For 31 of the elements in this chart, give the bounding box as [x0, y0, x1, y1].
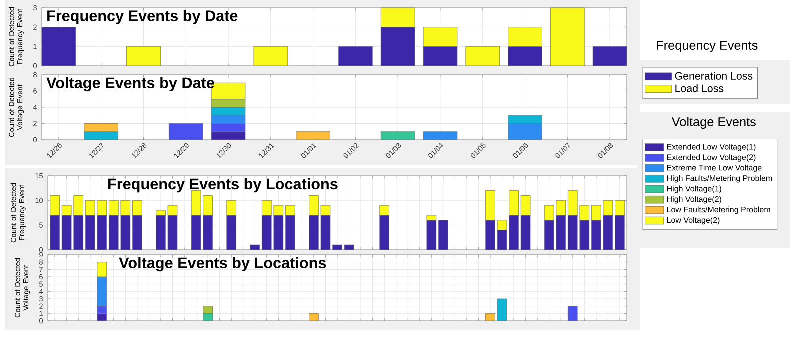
legend-label: High Voltage(2): [667, 196, 722, 204]
bar: [438, 220, 448, 250]
chart-title: Frequency Events by Date: [48, 10, 238, 24]
legend-label: Generation Loss: [675, 72, 753, 80]
bar: [296, 132, 330, 140]
chart-title: Frequency Events by Locations: [108, 178, 338, 193]
chart-title: Voltage Events by Locations: [119, 257, 326, 272]
legend-label: Low Faults/Metering Problem: [667, 206, 770, 214]
legend-label: Extreme Time Low Voltage: [667, 164, 762, 172]
legend-title: Voltage Events: [672, 117, 756, 130]
legend-label: High Faults/Metering Problem: [667, 175, 772, 183]
bar: [254, 46, 288, 66]
bar: [380, 132, 416, 140]
bar: [42, 27, 76, 66]
bar: [338, 46, 373, 66]
bar: [309, 313, 319, 322]
bar: [568, 306, 578, 322]
legend-label: Extended Low Voltage(1): [667, 144, 756, 152]
legend-label: Low Voltage(2): [667, 217, 720, 225]
bar: [423, 132, 458, 140]
bar: [592, 46, 628, 66]
bar: [126, 46, 161, 66]
legend-label: High Voltage(1): [667, 186, 722, 194]
legend-title: Frequency Events: [657, 41, 758, 53]
legend-label: Extended Low Voltage(2): [667, 154, 756, 162]
legend-label: Load Loss: [676, 84, 724, 92]
bar: [250, 244, 260, 250]
bar: [550, 8, 585, 66]
bar: [168, 124, 204, 140]
bar: [466, 46, 500, 66]
chart-title: Voltage Events by Date: [46, 77, 214, 92]
